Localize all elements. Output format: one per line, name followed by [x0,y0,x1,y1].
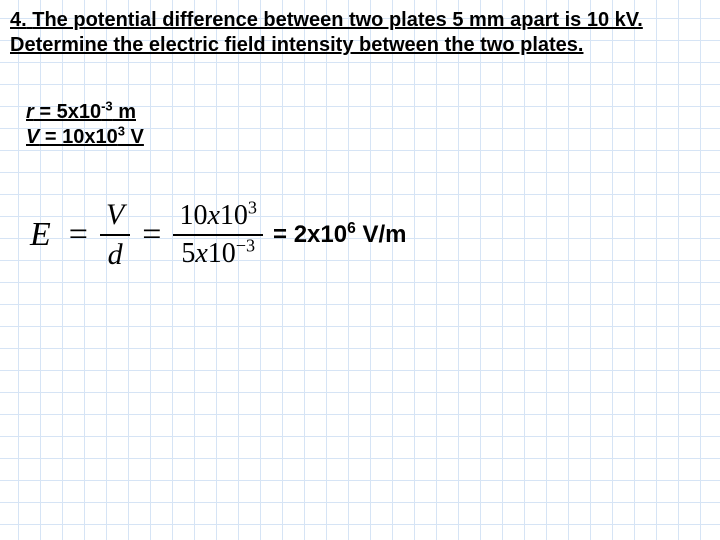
eq-equals-1: = [69,216,88,254]
frac1-den: d [102,238,129,273]
given-values: r = 5x10-3 m V = 10x103 V [26,100,144,150]
eq-lhs: E [30,216,51,254]
frac1-bar [100,234,130,236]
question-line2: Determine the electric field intensity b… [10,34,583,56]
frac2-den: 5x10−3 [175,238,261,270]
given-v-unit: V [125,126,144,148]
given-r-label: r [26,101,34,123]
result-unit: V/m [356,221,407,248]
result-value: = 2x106 V/m [273,221,406,249]
given-v-eq: = 10x10 [39,126,117,148]
result-exp: 6 [347,220,356,237]
frac2-num: 10x103 [173,200,263,232]
question-line1: The potential difference between two pla… [32,9,643,31]
frac1-num: V [100,198,130,233]
question-text: 4. The potential difference between two … [10,8,710,58]
result-eq: = 2x10 [273,221,347,248]
given-v-exp: 3 [118,123,125,138]
given-r-exp: -3 [101,98,113,113]
fraction-symbolic: V d [100,198,130,273]
question-number: 4. [10,9,27,31]
fraction-numeric: 10x103 5x10−3 [173,200,263,270]
given-r-eq: = 5x10 [34,101,101,123]
given-v-label: V [26,126,39,148]
eq-equals-2: = [142,216,161,254]
equation-row: E = V d = 10x103 5x10−3 = 2x106 V/m [30,195,406,275]
given-r-unit: m [113,101,136,123]
